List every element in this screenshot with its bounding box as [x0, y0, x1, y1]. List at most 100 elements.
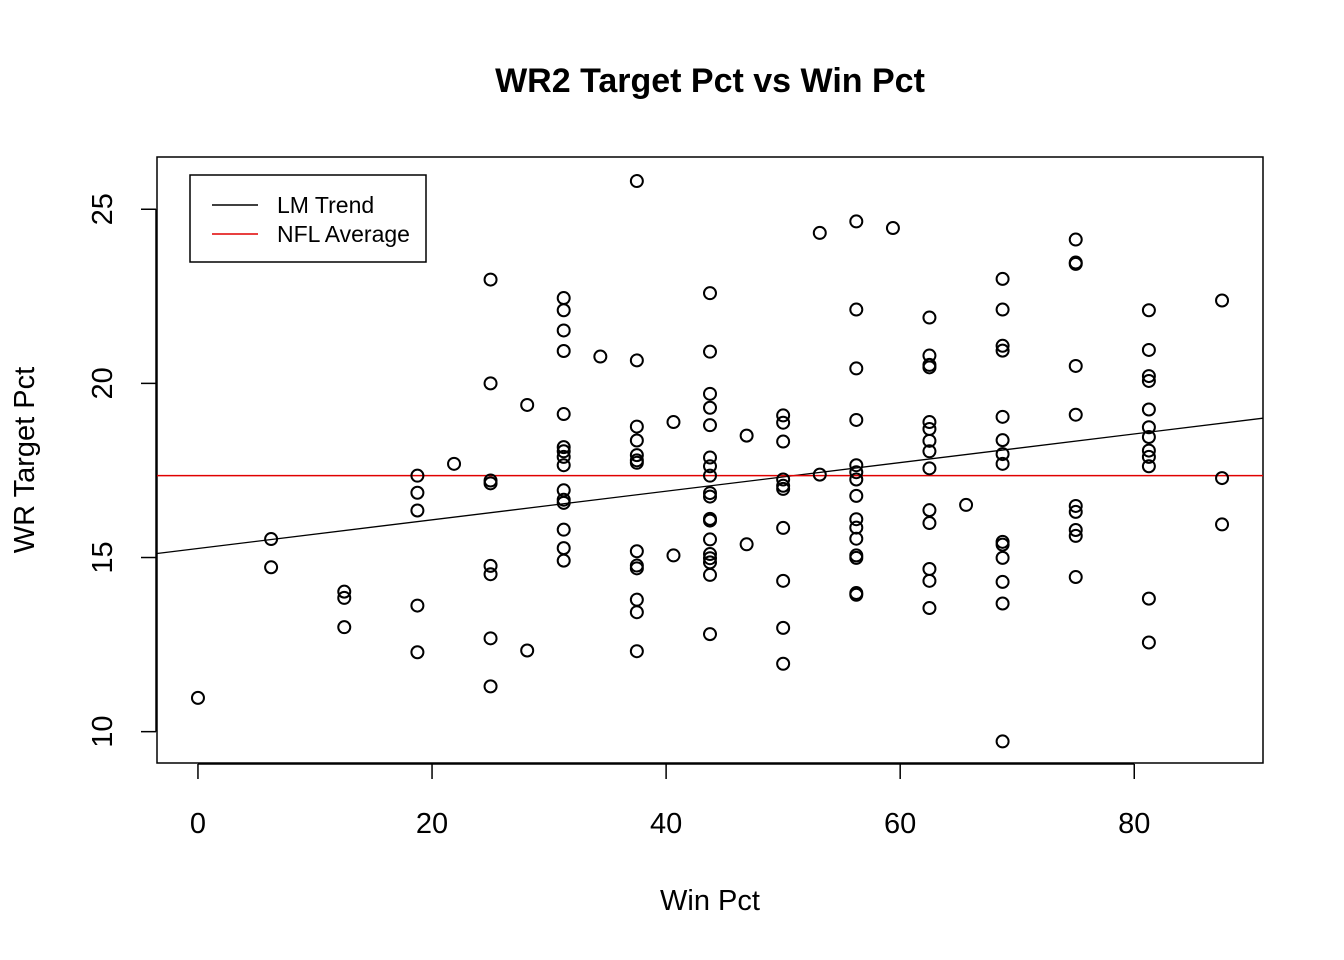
scatter-point [629, 433, 644, 448]
scatter-point [1141, 635, 1156, 650]
scatter-point [922, 516, 937, 531]
scatter-point [666, 548, 681, 563]
scatter-point [410, 645, 425, 660]
scatter-point [703, 513, 717, 528]
scatter-point [264, 560, 279, 575]
scatter-point [264, 532, 279, 547]
scatter-point [995, 271, 1010, 286]
scatter-point [1141, 420, 1156, 435]
scatter-point [337, 584, 352, 599]
data-points [190, 174, 1230, 749]
scatter-point [1141, 591, 1156, 606]
scatter-point [190, 690, 205, 705]
scatter-point [629, 455, 644, 470]
lm-trend-line [156, 417, 1264, 555]
chart-title: WR2 Target Pct vs Win Pct [495, 62, 925, 100]
scatter-point [703, 418, 717, 433]
scatter-point [1141, 402, 1156, 417]
scatter-point [556, 407, 571, 422]
scatter-point [703, 547, 717, 562]
scatter-point [629, 605, 644, 620]
scatter-point [556, 541, 571, 556]
scatter-point [922, 360, 937, 375]
scatter-point [593, 349, 608, 364]
scatter-point [849, 412, 864, 427]
y-tick-label: 20 [87, 367, 119, 399]
scatter-point [1068, 570, 1083, 585]
x-axis: 0 20 40 60 80 [190, 763, 1150, 840]
x-tick-label: 60 [884, 808, 916, 840]
scatter-point [703, 400, 717, 415]
scatter-point [1141, 369, 1156, 384]
scatter-point [739, 428, 754, 443]
scatter-point [483, 558, 498, 573]
scatter-point [1068, 504, 1083, 519]
legend: LM Trend NFL Average [189, 174, 427, 263]
scatter-point [995, 302, 1010, 317]
scatter-point [629, 561, 644, 576]
scatter-point [995, 456, 1010, 471]
scatter-point [629, 448, 644, 463]
x-axis-label: Win Pct [660, 885, 760, 917]
scatter-point [776, 472, 791, 487]
scatter-point [1068, 232, 1083, 247]
scatter-point [629, 353, 644, 368]
scatter-point [959, 497, 974, 512]
scatter-point [410, 468, 425, 483]
scatter-point [483, 476, 498, 491]
scatter-point [995, 596, 1010, 611]
scatter-point [849, 531, 864, 546]
scatter-point [1068, 256, 1083, 271]
scatter-point [776, 520, 791, 535]
scatter-point [629, 544, 644, 559]
scatter-point [1141, 342, 1156, 357]
x-tick-label: 20 [416, 808, 448, 840]
scatter-point [922, 310, 937, 325]
scatter-point [703, 459, 717, 474]
scatter-point [995, 433, 1010, 448]
scatter-point [447, 456, 462, 471]
scatter-point [922, 433, 937, 448]
scatter-point [556, 291, 571, 306]
scatter-point [703, 489, 717, 504]
scatter-point [739, 537, 754, 552]
scatter-point [812, 225, 827, 240]
scatter-point [703, 344, 717, 359]
reference-lines [156, 417, 1264, 555]
scatter-point [629, 592, 644, 607]
scatter-point [849, 302, 864, 317]
scatter-point [520, 643, 535, 658]
scatter-point [556, 553, 571, 568]
scatter-point [849, 361, 864, 376]
scatter-point [1068, 528, 1083, 543]
scatter-point [556, 440, 571, 455]
scatter-point [776, 620, 791, 635]
scatter-point [995, 447, 1010, 462]
scatter-point [703, 386, 717, 401]
scatter-point [1141, 443, 1156, 458]
scatter-point [1141, 430, 1156, 445]
scatter-point [483, 567, 498, 582]
legend-label-lm-trend: LM Trend [277, 192, 374, 218]
scatter-point [1215, 293, 1230, 308]
scatter-point [1068, 358, 1083, 373]
scatter-point [922, 461, 937, 476]
scatter-point [922, 573, 937, 588]
scatter-point [776, 481, 791, 496]
scatter-point [776, 415, 791, 430]
scatter-point [922, 562, 937, 577]
scatter-point [410, 503, 425, 518]
scatter-point [995, 550, 1010, 565]
scatter-point [849, 488, 864, 503]
scatter-point [629, 644, 644, 659]
y-tick-label: 15 [87, 541, 119, 573]
scatter-point [556, 449, 571, 464]
scatter-point [995, 574, 1010, 589]
scatter-point [812, 467, 827, 482]
scatter-point [885, 221, 900, 236]
scatter-point [483, 272, 498, 287]
scatter-point [849, 472, 864, 487]
scatter-point [703, 468, 717, 483]
scatter-point [922, 415, 937, 430]
